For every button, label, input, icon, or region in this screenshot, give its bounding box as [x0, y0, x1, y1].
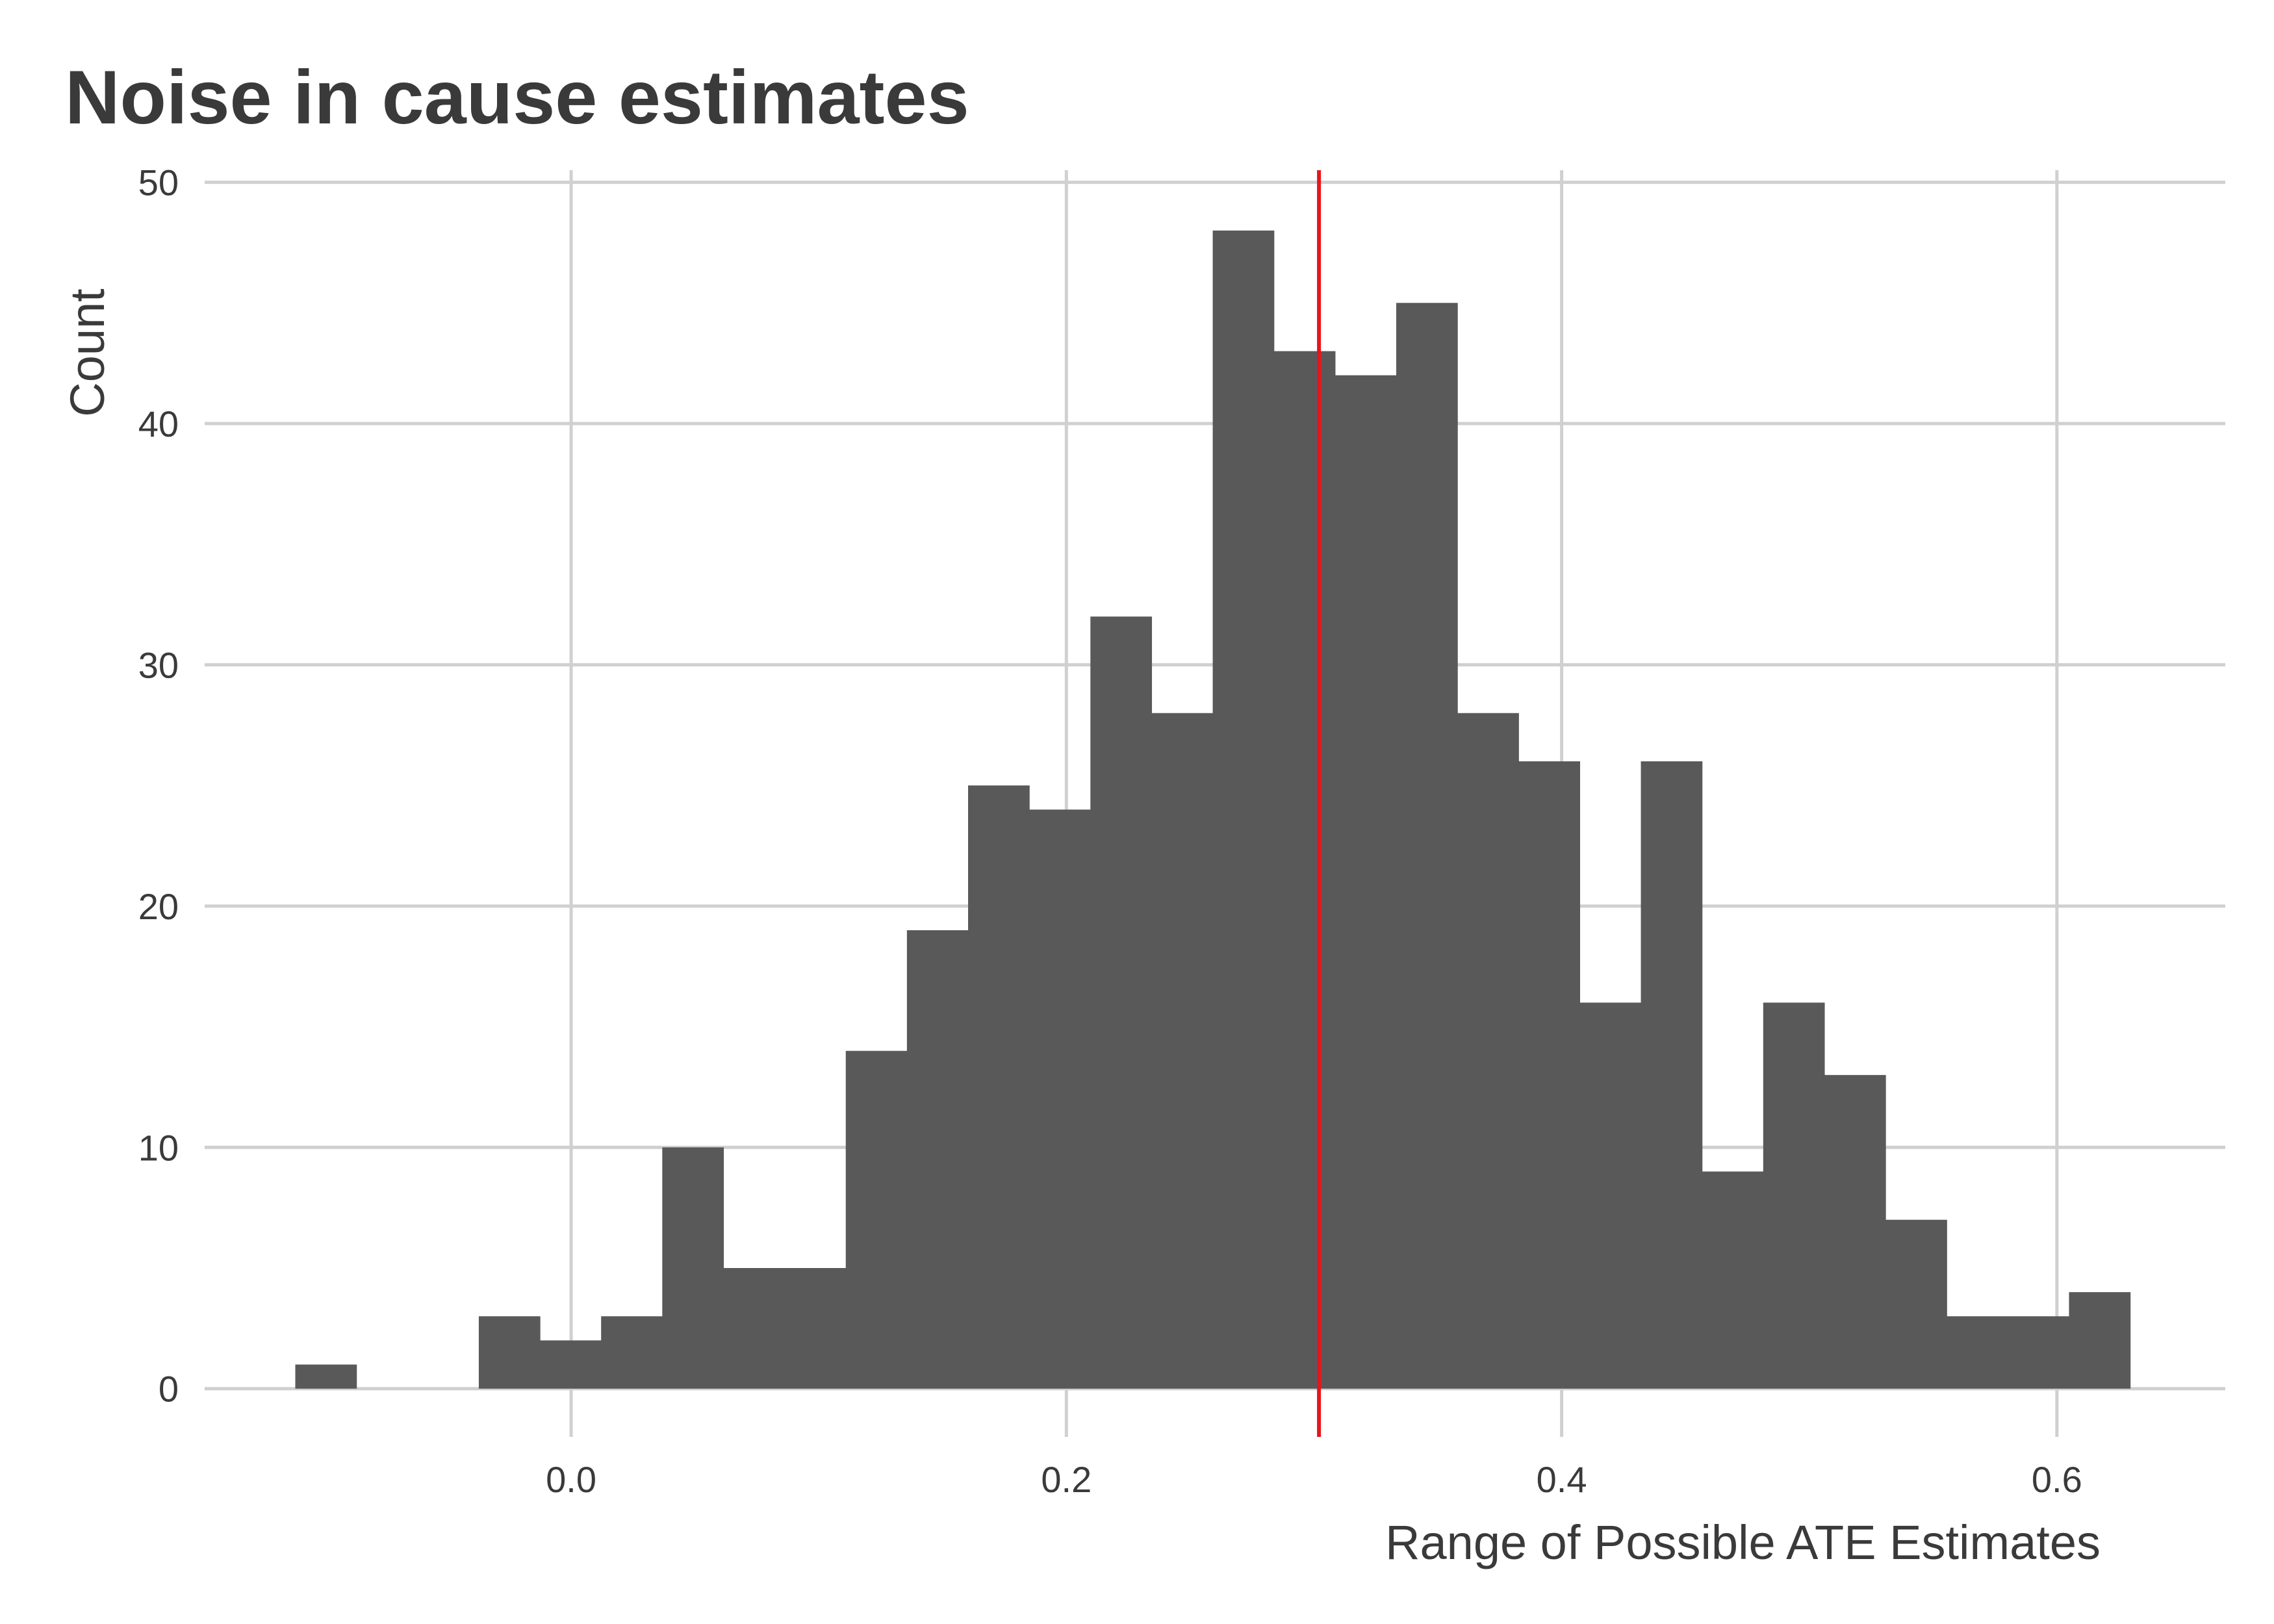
histogram-bar-29 — [2069, 1292, 2131, 1389]
histogram-bar-19 — [1457, 713, 1519, 1389]
histogram-bar-15 — [1212, 230, 1275, 1389]
histogram-bar-14 — [1151, 713, 1214, 1389]
histogram-bar-16 — [1273, 351, 1336, 1389]
histogram-bar-7 — [723, 1268, 786, 1389]
y-axis-title: Count — [60, 288, 114, 417]
histogram-bar-17 — [1335, 375, 1397, 1389]
histogram-bar-21 — [1579, 1002, 1642, 1389]
y-tick-label: 40 — [138, 403, 179, 444]
histogram-bar-28 — [2008, 1316, 2070, 1389]
histogram-bar-9 — [845, 1050, 908, 1389]
histogram-bar-5 — [601, 1316, 663, 1389]
histogram-bar-13 — [1090, 616, 1153, 1389]
chart-title: Noise in cause estimates — [65, 55, 969, 140]
histogram-bar-24 — [1763, 1002, 1825, 1389]
histogram-bar-6 — [662, 1147, 724, 1389]
x-tick-labels: 0.0 0.2 0.4 0.6 — [546, 1459, 2082, 1500]
histogram-bar-10 — [906, 930, 969, 1389]
x-tick-label: 0.6 — [2032, 1459, 2082, 1500]
histogram-bars — [295, 230, 2131, 1389]
histogram-bar-11 — [968, 785, 1030, 1389]
y-tick-label: 30 — [138, 644, 179, 685]
y-tick-labels: 0 10 20 30 40 50 — [138, 162, 179, 1410]
histogram-bar-4 — [540, 1340, 602, 1389]
y-tick-label: 10 — [138, 1127, 179, 1168]
y-tick-label: 0 — [159, 1369, 179, 1410]
histogram-bar-0 — [295, 1364, 357, 1389]
histogram-bar-8 — [784, 1268, 847, 1389]
x-tick-label: 0.2 — [1041, 1459, 1092, 1500]
y-tick-label: 20 — [138, 886, 179, 927]
histogram-bar-25 — [1824, 1074, 1886, 1389]
y-tick-label: 50 — [138, 162, 179, 203]
histogram-bar-3 — [478, 1316, 541, 1389]
histogram-bar-12 — [1029, 809, 1091, 1389]
x-tick-label: 0.4 — [1537, 1459, 1587, 1500]
histogram-bar-26 — [1885, 1219, 1947, 1389]
histogram-bar-27 — [1947, 1316, 2008, 1389]
histogram-bar-18 — [1396, 303, 1458, 1389]
x-axis-title: Range of Possible ATE Estimates — [1385, 1516, 2101, 1569]
histogram-bar-23 — [1702, 1171, 1764, 1389]
histogram-bar-20 — [1518, 761, 1581, 1389]
histogram-bar-22 — [1641, 761, 1703, 1389]
x-tick-label: 0.0 — [546, 1459, 596, 1500]
